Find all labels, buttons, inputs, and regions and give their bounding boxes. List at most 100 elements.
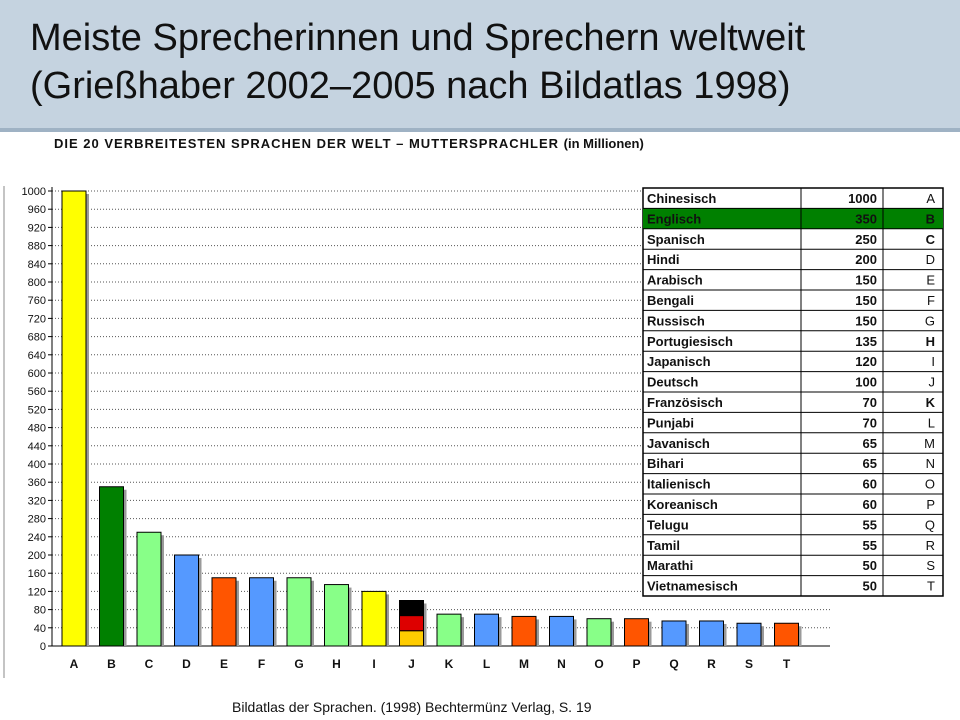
legend-language: Portugiesisch bbox=[647, 334, 733, 349]
x-tick-label: L bbox=[483, 657, 490, 671]
bar-L bbox=[474, 613, 499, 647]
header-divider bbox=[0, 128, 960, 132]
y-tick-label: 1000 bbox=[22, 186, 46, 198]
legend-value: 100 bbox=[855, 375, 877, 390]
y-tick-label: 920 bbox=[28, 222, 46, 234]
legend-letter: Q bbox=[925, 517, 935, 532]
bar-G bbox=[286, 577, 312, 647]
legend-value: 70 bbox=[863, 395, 877, 410]
legend-language: Japanisch bbox=[647, 354, 711, 369]
x-tick-label: O bbox=[594, 657, 603, 671]
legend-language: Englisch bbox=[647, 211, 701, 226]
bar-I bbox=[361, 590, 387, 647]
legend-letter: D bbox=[926, 252, 935, 267]
legend-language: Arabisch bbox=[647, 273, 703, 288]
legend-letter: J bbox=[929, 375, 936, 390]
x-tick-label: C bbox=[145, 657, 154, 671]
bar-N bbox=[549, 615, 574, 647]
legend-letter: M bbox=[924, 436, 935, 451]
legend-language: Tamil bbox=[647, 538, 680, 553]
legend-letter: O bbox=[925, 477, 935, 492]
y-tick-label: 320 bbox=[28, 495, 46, 507]
y-tick-label: 560 bbox=[28, 386, 46, 398]
x-tick-label: J bbox=[408, 657, 415, 671]
chart-title-unit: (in Millionen) bbox=[563, 136, 644, 151]
legend-language: Bengali bbox=[647, 293, 694, 308]
x-tick-label: D bbox=[182, 657, 191, 671]
bar-C bbox=[136, 531, 162, 647]
legend-letter: P bbox=[926, 497, 935, 512]
x-tick-label: F bbox=[258, 657, 265, 671]
y-tick-label: 360 bbox=[28, 477, 46, 489]
y-tick-label: 520 bbox=[28, 404, 46, 416]
legend-letter: S bbox=[926, 558, 935, 573]
legend-language: Hindi bbox=[647, 252, 680, 267]
bar-M bbox=[511, 615, 537, 647]
legend-value: 1000 bbox=[848, 191, 877, 206]
y-tick-label: 240 bbox=[28, 532, 46, 544]
y-tick-label: 480 bbox=[28, 423, 46, 435]
legend-value: 60 bbox=[863, 477, 877, 492]
legend-value: 200 bbox=[855, 252, 877, 267]
y-tick-label: 200 bbox=[28, 550, 46, 562]
legend-language: Bihari bbox=[647, 456, 684, 471]
legend-language: Vietnamesisch bbox=[647, 579, 738, 594]
legend-value: 50 bbox=[863, 579, 877, 594]
chart-title: DIE 20 VERBREITESTEN SPRACHEN DER WELT –… bbox=[54, 136, 644, 151]
legend-value: 55 bbox=[863, 517, 877, 532]
x-tick-label: N bbox=[557, 657, 566, 671]
legend-value: 70 bbox=[863, 415, 877, 430]
bar-flag-red bbox=[399, 615, 424, 632]
bar-E bbox=[211, 577, 237, 647]
legend-language: Javanisch bbox=[647, 436, 710, 451]
legend-language: Französisch bbox=[647, 395, 723, 410]
legend-language: Deutsch bbox=[647, 375, 698, 390]
x-tick-label: G bbox=[294, 657, 303, 671]
legend-language: Telugu bbox=[647, 517, 689, 532]
legend-letter: C bbox=[926, 232, 936, 247]
y-tick-label: 960 bbox=[28, 204, 46, 216]
legend-letter: F bbox=[927, 293, 935, 308]
y-tick-label: 440 bbox=[28, 441, 46, 453]
legend-value: 135 bbox=[855, 334, 877, 349]
x-tick-label: K bbox=[445, 657, 454, 671]
bar-D bbox=[174, 554, 199, 647]
bar-K bbox=[436, 613, 462, 647]
legend-value: 60 bbox=[863, 497, 877, 512]
bar-B bbox=[99, 486, 124, 647]
y-tick-label: 720 bbox=[28, 313, 46, 325]
bar-flag-gold bbox=[399, 630, 424, 647]
legend-letter: R bbox=[926, 538, 935, 553]
legend-letter: T bbox=[927, 579, 935, 594]
bar-F bbox=[249, 577, 274, 647]
x-tick-label: T bbox=[783, 657, 791, 671]
bar-O bbox=[586, 618, 612, 647]
bar-S bbox=[736, 622, 762, 647]
y-tick-label: 120 bbox=[28, 586, 46, 598]
legend-letter: B bbox=[926, 211, 935, 226]
bar-P bbox=[624, 618, 649, 647]
x-tick-label: H bbox=[332, 657, 341, 671]
y-tick-label: 760 bbox=[28, 295, 46, 307]
legend-language: Marathi bbox=[647, 558, 693, 573]
y-tick-label: 40 bbox=[34, 623, 46, 635]
legend-letter: L bbox=[928, 415, 935, 430]
bar-Q bbox=[661, 620, 687, 647]
legend-value: 150 bbox=[855, 273, 877, 288]
legend-value: 150 bbox=[855, 293, 877, 308]
legend-language: Koreanisch bbox=[647, 497, 718, 512]
legend-value: 150 bbox=[855, 313, 877, 328]
bar-flag-black bbox=[399, 600, 424, 617]
legend-letter: G bbox=[925, 313, 935, 328]
y-tick-label: 80 bbox=[34, 605, 46, 617]
legend-letter: N bbox=[926, 456, 935, 471]
legend-letter: K bbox=[926, 395, 936, 410]
legend-language: Spanisch bbox=[647, 232, 705, 247]
y-tick-label: 0 bbox=[40, 641, 46, 653]
x-tick-label: P bbox=[632, 657, 640, 671]
legend-language: Chinesisch bbox=[647, 191, 716, 206]
slide-title: Meiste Sprecherinnen und Sprechern weltw… bbox=[30, 14, 805, 110]
legend-letter: H bbox=[926, 334, 935, 349]
slide-header: Meiste Sprecherinnen und Sprechern weltw… bbox=[0, 0, 960, 128]
x-tick-label: S bbox=[745, 657, 753, 671]
